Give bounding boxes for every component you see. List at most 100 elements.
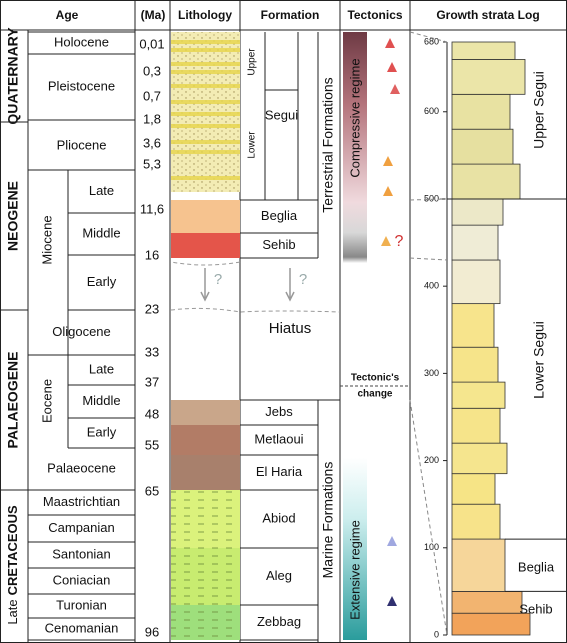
log-bed — [451, 259, 501, 305]
lithology-hiatus — [170, 261, 341, 313]
era-label: PALAEOGENE — [5, 352, 21, 449]
era-label: Late CRETACEOUS — [5, 505, 20, 625]
log-tick-label: 300 — [424, 368, 439, 378]
subunit-label: Lower — [247, 131, 258, 159]
age-ma: 1,8 — [143, 111, 161, 126]
lithology-stripe — [171, 112, 240, 116]
log-bed — [451, 198, 504, 226]
formation-label: Zebbag — [257, 614, 301, 629]
formation-label: El Haria — [256, 464, 303, 479]
group-label: Terrestrial Formations — [320, 77, 336, 212]
lithology-stripe — [171, 100, 240, 104]
header: Lithology — [178, 8, 232, 22]
lithology-band — [171, 425, 240, 455]
log-bed — [451, 346, 499, 383]
era-part: Late — [5, 599, 20, 624]
stage-label: Pliocene — [57, 137, 107, 152]
stage-label: Late — [89, 361, 114, 376]
unit-label: Sehib — [519, 601, 552, 616]
question-mark: ? — [395, 233, 404, 250]
log-bed — [451, 41, 516, 60]
log-bed — [451, 303, 495, 348]
stage-label: Early — [87, 274, 117, 289]
formation-label: Aleg — [266, 568, 292, 583]
formation-label: Jebs — [265, 404, 293, 419]
age-ma: 37 — [145, 374, 159, 389]
log-tick-label: 100 — [424, 542, 439, 552]
header: Age — [56, 8, 79, 22]
unit-label: Upper Segui — [531, 71, 547, 149]
tectonic-bar — [343, 32, 367, 640]
lithology-stripe — [171, 176, 240, 180]
header: Growth strata Log — [436, 8, 539, 22]
tectonic-arrow — [381, 236, 391, 246]
age-ma: 11,6 — [140, 201, 164, 216]
tectonic-label: change — [357, 389, 392, 400]
tectonic-arrow — [387, 62, 397, 72]
age-ma: 0,3 — [143, 63, 161, 78]
arrow — [285, 268, 295, 302]
rule — [409, 257, 448, 261]
log-bed — [451, 442, 508, 475]
era-part: CRETACEOUS — [5, 505, 20, 595]
formation-label: Abiod — [262, 510, 295, 525]
log-bed — [451, 224, 499, 261]
age-ma: 5,3 — [143, 156, 161, 171]
formation-label: Beglia — [261, 208, 298, 223]
age-ma: 0,7 — [143, 88, 161, 103]
log-bed — [451, 163, 521, 200]
age-ma: 3,6 — [143, 135, 161, 150]
stage-label: Palaeocene — [47, 460, 116, 475]
formation-label: Segui — [265, 107, 298, 122]
era-label: QUATERNARY — [5, 27, 21, 125]
header: Tectonics — [347, 8, 402, 22]
log-bed — [451, 538, 506, 592]
log-tick-label: 500 — [424, 193, 439, 203]
subunit-label: Upper — [247, 48, 258, 76]
rule — [409, 31, 448, 43]
stage-label: Late — [89, 183, 114, 198]
lithology-stripe — [171, 70, 240, 74]
age-ma: 0,01 — [139, 36, 164, 51]
lithology-stripe — [171, 48, 240, 52]
stage-label: Early — [87, 424, 117, 439]
lithology-band — [171, 233, 240, 258]
tectonic-arrow — [387, 536, 397, 546]
log-bed — [451, 590, 523, 614]
stage-label: Campanian — [48, 520, 115, 535]
period-label: Eocene — [39, 379, 54, 423]
unit-label: Lower Segui — [531, 321, 547, 399]
log-bed — [451, 503, 501, 540]
age-ma: 23 — [145, 301, 159, 316]
period-label: Miocene — [39, 215, 54, 264]
log-bed — [451, 128, 514, 165]
lithology-band — [171, 400, 240, 425]
tectonic-arrow — [385, 38, 395, 48]
stage-label: Holocene — [54, 34, 109, 49]
tectonic-arrow — [383, 186, 393, 196]
log-bed — [451, 93, 511, 130]
formation-label: Hiatus — [269, 320, 312, 337]
tectonic-label: Extensive regime — [347, 520, 362, 620]
stage-label: Coniacian — [53, 572, 111, 587]
tectonic-arrow — [390, 84, 400, 94]
log-tick-label: 600 — [424, 106, 439, 116]
stage-label: Oligocene — [52, 324, 111, 339]
tectonic-arrow — [387, 596, 397, 606]
lithology-stripe — [171, 84, 240, 88]
tectonic-label: Tectonic's — [351, 373, 400, 384]
stage-label: Cenomanian — [45, 620, 119, 635]
stage-label: Maastrichtian — [43, 494, 120, 509]
stage-label: Pleistocene — [48, 78, 115, 93]
question-mark: ? — [214, 271, 222, 288]
rule — [409, 399, 448, 636]
lithology-stripe — [171, 124, 240, 128]
age-ma: 33 — [145, 344, 159, 359]
log-tick-label: 400 — [424, 281, 439, 291]
lithology-band — [171, 455, 240, 490]
era-label: NEOGENE — [5, 181, 21, 251]
formation-label: Metlaoui — [254, 431, 303, 446]
log-tick-label: 200 — [424, 455, 439, 465]
log-bed — [451, 59, 526, 95]
